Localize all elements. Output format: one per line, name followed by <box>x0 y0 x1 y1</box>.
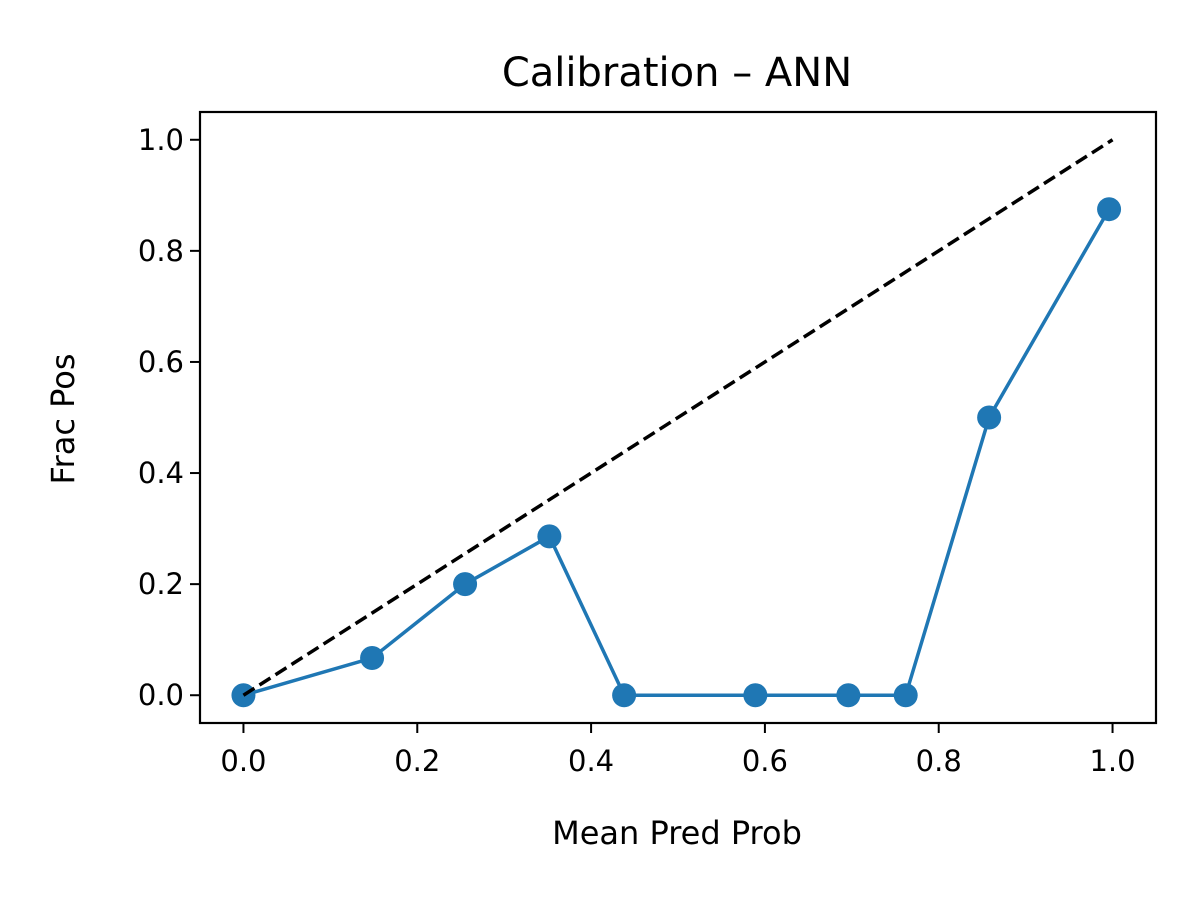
x-axis: 0.0 0.2 0.4 0.6 0.8 1.0 <box>220 723 1136 778</box>
y-axis-label: Frac Pos <box>44 353 82 484</box>
y-tick-label-1: 0.2 <box>138 567 184 601</box>
axes-frame <box>198 110 1158 725</box>
calibration-point-8 <box>977 405 1002 430</box>
calibration-point-6 <box>836 683 861 708</box>
calibration-line <box>242 208 1111 697</box>
reference-diagonal-line <box>242 138 1114 697</box>
calibration-point-7 <box>893 683 918 708</box>
calibration-point-3 <box>537 524 562 549</box>
x-tick-label-2: 0.4 <box>568 744 614 778</box>
y-tick-label-3: 0.6 <box>138 345 184 379</box>
plot-area <box>198 110 1158 725</box>
x-tick-label-3: 0.6 <box>742 744 788 778</box>
x-axis-label: Mean Pred Prob <box>552 814 802 852</box>
y-tick-label-5: 1.0 <box>138 123 184 157</box>
x-tick-label-1: 0.2 <box>394 744 440 778</box>
y-tick-label-4: 0.8 <box>138 234 184 268</box>
y-tick-label-0: 0.0 <box>138 678 184 712</box>
y-tick-label-2: 0.4 <box>138 456 184 490</box>
x-tick-label-0: 0.0 <box>220 744 266 778</box>
series-layer <box>231 138 1122 708</box>
y-axis: 0.0 0.2 0.4 0.6 0.8 1.0 <box>138 123 200 712</box>
calibration-point-2 <box>453 572 478 597</box>
calibration-point-1 <box>360 646 385 671</box>
chart-title: Calibration – ANN <box>502 50 852 96</box>
calibration-point-4 <box>612 683 637 708</box>
calibration-point-9 <box>1097 197 1122 222</box>
x-tick-label-4: 0.8 <box>916 744 962 778</box>
calibration-point-5 <box>743 683 768 708</box>
x-tick-label-5: 1.0 <box>1089 744 1135 778</box>
